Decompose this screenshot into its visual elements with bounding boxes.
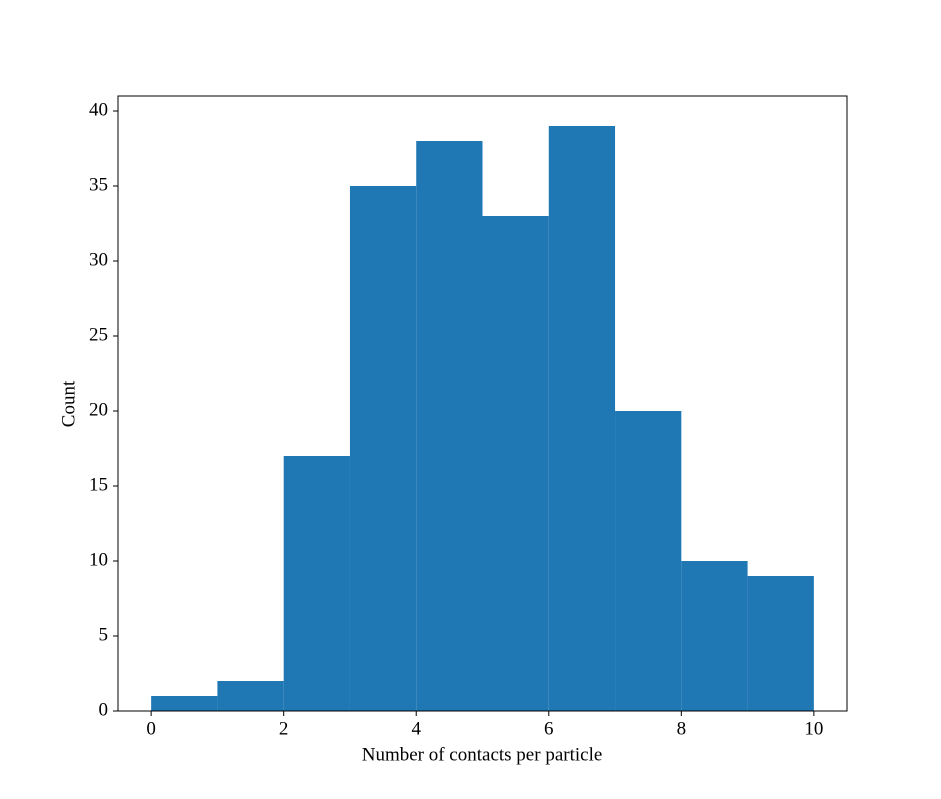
y-tick-label: 35: [89, 174, 108, 195]
bar: [283, 456, 350, 711]
y-tick-label: 10: [89, 549, 108, 570]
bar: [349, 186, 417, 711]
y-tick-label: 15: [89, 474, 108, 495]
plot-frame: [117, 95, 848, 712]
y-axis-label: Count: [58, 380, 79, 427]
y-tick-label: 25: [89, 324, 108, 345]
bar: [482, 216, 549, 711]
bar: [151, 696, 218, 711]
bar: [416, 141, 483, 711]
x-tick-label: 4: [411, 718, 421, 739]
bar: [747, 576, 814, 711]
x-tick-label: 8: [677, 718, 687, 739]
bar: [217, 681, 284, 711]
x-tick-label: 10: [804, 718, 823, 739]
x-axis-label: Number of contacts per particle: [362, 744, 603, 765]
x-tick-label: 6: [544, 718, 554, 739]
bar: [615, 411, 682, 711]
x-tick-label: 2: [279, 718, 289, 739]
y-tick-label: 0: [99, 699, 109, 720]
y-tick-label: 40: [89, 99, 108, 120]
bar: [681, 561, 748, 711]
y-tick-label: 20: [89, 399, 108, 420]
bar: [548, 126, 616, 711]
y-tick-label: 30: [89, 249, 108, 270]
y-tick-label: 5: [99, 624, 109, 645]
x-tick-label: 0: [146, 718, 156, 739]
